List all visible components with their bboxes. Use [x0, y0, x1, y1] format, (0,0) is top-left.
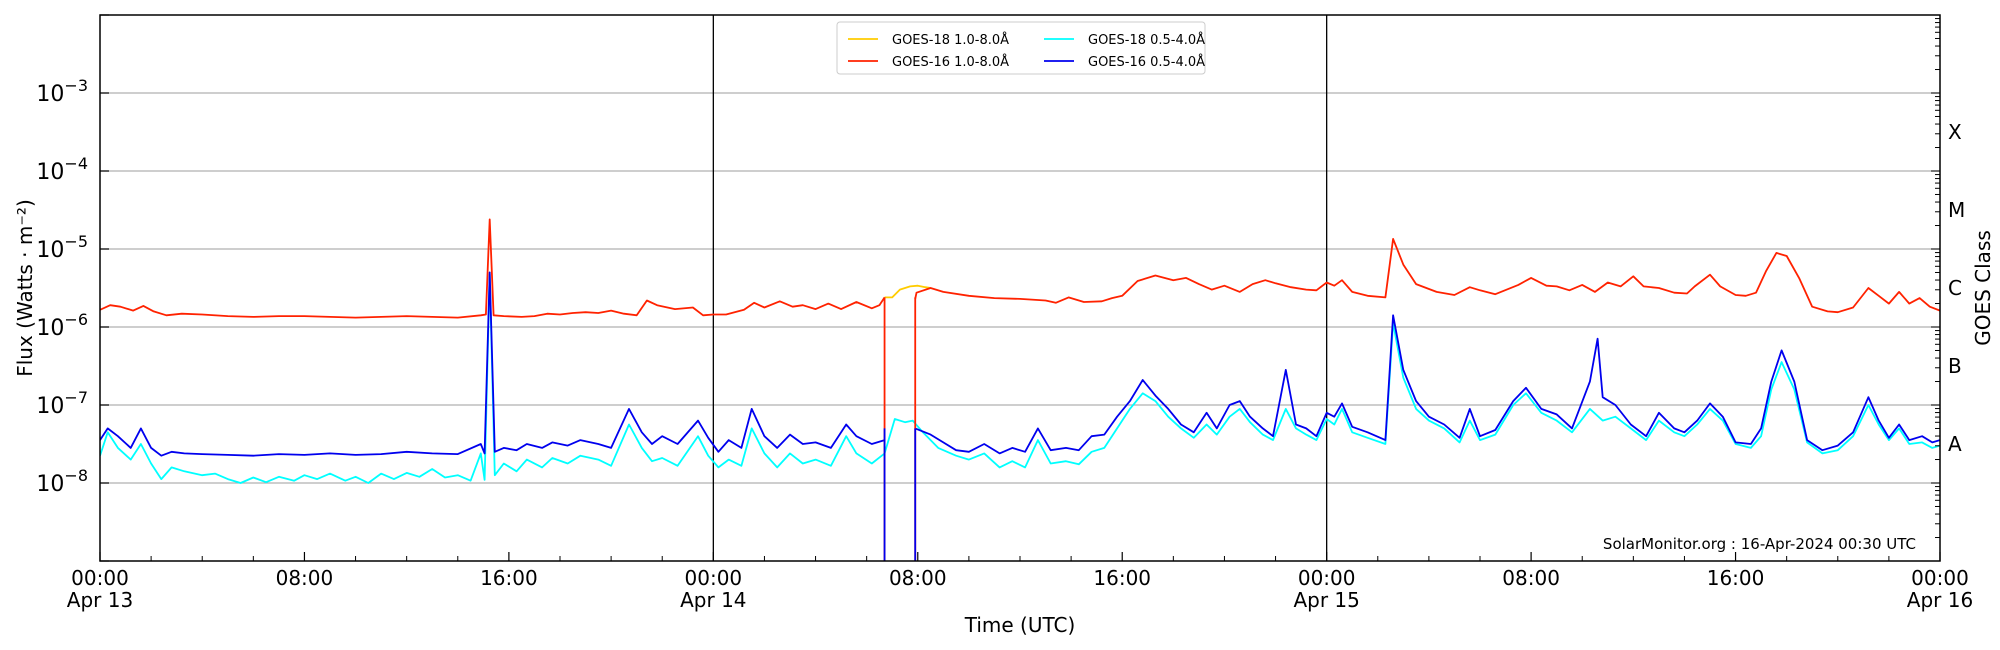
x-tick-time: 00:00 — [71, 566, 129, 590]
legend-label: GOES-16 0.5-4.0Å — [1088, 54, 1205, 70]
y-tick-label: 10−6 — [36, 310, 88, 341]
legend-label: GOES-16 1.0-8.0Å — [892, 54, 1009, 70]
x-tick-date: Apr 14 — [680, 588, 746, 612]
goes-class-label: X — [1948, 120, 1962, 144]
y-axis-ticks: 10−3 10−4 10−5 10−6 10−7 10−8 — [36, 14, 109, 562]
plot-frame — [99, 14, 1941, 562]
x-axis-label: Time (UTC) — [964, 613, 1076, 637]
x-tick-date: Apr 16 — [1907, 588, 1973, 612]
right-axis-ticks: X M C B A — [1931, 14, 1965, 562]
x-tick-time: 08:00 — [276, 566, 334, 590]
legend-label: GOES-18 0.5-4.0Å — [1088, 32, 1205, 48]
series-line — [100, 273, 1940, 484]
series-line — [914, 314, 1940, 455]
x-tick-time: 08:00 — [889, 566, 947, 590]
x-tick-time: 16:00 — [480, 566, 538, 590]
x-tick-time: 00:00 — [685, 566, 743, 590]
goes-class-label: A — [1948, 432, 1962, 456]
legend-label: GOES-18 1.0-8.0Å — [892, 32, 1009, 48]
data-series — [100, 218, 1940, 561]
goes-class-label: B — [1948, 354, 1962, 378]
x-tick-time: 00:00 — [1911, 566, 1969, 590]
right-axis-label: GOES Class — [1971, 230, 1995, 346]
goes-class-label: C — [1948, 276, 1962, 300]
x-tick-date: Apr 13 — [67, 588, 133, 612]
y-axis-label: Flux (Watts · m⁻²) — [13, 199, 37, 377]
y-tick-label: 10−5 — [36, 232, 88, 263]
x-tick-date: Apr 15 — [1293, 588, 1359, 612]
series-line — [100, 271, 885, 457]
y-tick-label: 10−7 — [36, 388, 88, 419]
series-line — [914, 238, 1940, 314]
x-tick-time: 16:00 — [1093, 566, 1151, 590]
x-tick-time: 00:00 — [1298, 566, 1356, 590]
series-line — [884, 284, 931, 299]
goes-class-label: M — [1948, 198, 1965, 222]
y-tick-label: 10−8 — [36, 466, 88, 497]
day-boundary-lines — [712, 15, 1328, 561]
y-tick-label: 10−4 — [36, 154, 88, 185]
legend: GOES-18 1.0-8.0Å GOES-18 0.5-4.0Å GOES-16 … — [836, 21, 1206, 75]
legend-box — [836, 21, 1206, 75]
y-gridlines — [100, 92, 1940, 484]
y-tick-label: 10−3 — [36, 76, 88, 107]
x-tick-time: 16:00 — [1707, 566, 1765, 590]
source-annotation: SolarMonitor.org : 16-Apr-2024 00:30 UTC — [1603, 535, 1916, 553]
x-tick-time: 08:00 — [1502, 566, 1560, 590]
series-line — [100, 218, 886, 319]
